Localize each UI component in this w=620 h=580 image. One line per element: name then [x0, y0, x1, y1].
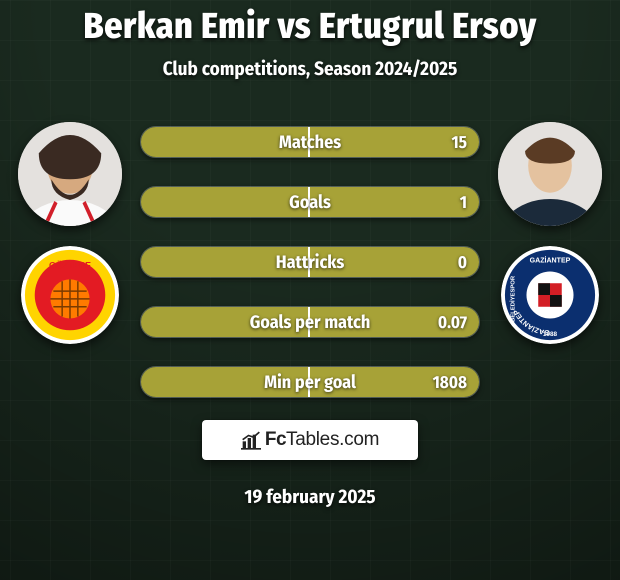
vs-separator: vs [277, 4, 311, 48]
player-right-avatar [498, 122, 602, 226]
stat-bar-right-fill [310, 247, 479, 277]
stat-bar-right-fill [310, 187, 479, 217]
club-left-crest: GÖZTEPE [21, 246, 119, 344]
stat-bar-right-fill [310, 127, 479, 157]
stat-bar-right-fill [310, 367, 479, 397]
stat-bar: Goals per match0.07 [140, 306, 480, 338]
left-column: GÖZTEPE [0, 122, 140, 344]
right-column: GAZİANTEP GAZİANTEP 1988 BELEDİYESPOR [480, 122, 620, 344]
brand-chart-icon [241, 431, 261, 450]
player-left-name: Berkan Emir [83, 4, 269, 48]
club-right-crest: GAZİANTEP GAZİANTEP 1988 BELEDİYESPOR [501, 246, 599, 344]
date-text: 19 february 2025 [244, 486, 375, 509]
stat-bar-left-fill [141, 187, 310, 217]
stat-bar-left-fill [141, 307, 310, 337]
stat-bar-right-fill [310, 307, 479, 337]
stat-bar-left-fill [141, 247, 310, 277]
player-right-name: Ertugrul Ersoy [319, 4, 537, 48]
stat-bar-left-fill [141, 127, 310, 157]
subtitle: Club competitions, Season 2024/2025 [0, 58, 620, 81]
svg-text:GÖZTEPE: GÖZTEPE [49, 261, 91, 271]
brand-fc: Fc [265, 429, 286, 451]
stat-bar: Min per goal1808 [140, 366, 480, 398]
stat-bar: Goals1 [140, 186, 480, 218]
page-title: Berkan Emir vs Ertugrul Ersoy [0, 4, 620, 48]
stat-bar: Matches15 [140, 126, 480, 158]
player-left-avatar [18, 122, 122, 226]
stat-bar: Hattricks0 [140, 246, 480, 278]
svg-text:BELEDİYESPOR: BELEDİYESPOR [510, 275, 517, 322]
svg-text:GAZİANTEP: GAZİANTEP [530, 257, 571, 265]
brand-rest: Tables.com [286, 429, 379, 451]
stat-bar-left-fill [141, 367, 310, 397]
stats-column: Matches15 Goals1 Hattricks0 Goals per match… [140, 122, 480, 509]
svg-text:1988: 1988 [543, 331, 558, 338]
brand-text: FcTables.com [265, 429, 379, 451]
brand-badge: FcTables.com [202, 420, 418, 460]
